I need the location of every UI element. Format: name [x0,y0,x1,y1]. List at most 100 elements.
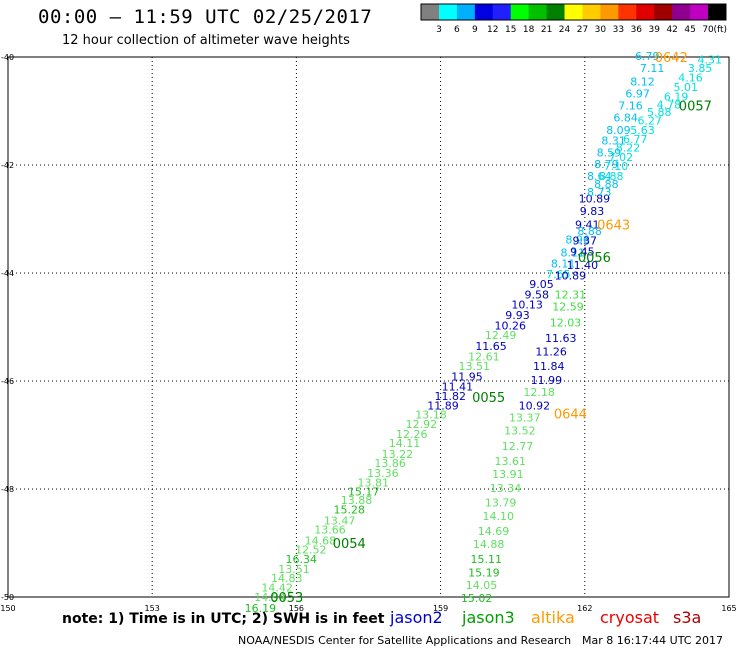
wave-height-point: 15.11 [471,553,503,566]
wave-height-point: 8.88 [594,178,619,191]
wave-height-point: 14.68 [305,534,337,547]
wave-height-point: 10.89 [555,270,587,283]
wave-height-point: 15.17 [348,486,380,499]
wave-height-point: 9.83 [580,205,605,218]
wave-height-point: 4.78 [657,99,682,112]
wave-height-point: 6.77 [623,133,648,146]
wave-height-point: 12.52 [295,543,327,556]
pass-time-label: 0057 [679,100,712,115]
colorbar-swatch [582,4,601,20]
wave-height-point: 11.89 [427,399,459,412]
legend-jason2: jason2 [390,608,443,627]
pass-time-label: 0053 [270,591,303,606]
wave-height-point: 10.13 [511,298,543,311]
y-tick-label: -40 [1,53,14,62]
pass-time-label: 0054 [333,537,366,552]
wave-height-point: 6.97 [625,88,650,101]
wave-height-point: 13.66 [314,524,346,537]
colorbar-tick-label: 6 [454,25,460,35]
credit-line: NOAA/NESDIS Center for Satellite Applica… [238,634,572,647]
wave-height-point: 13.22 [382,448,414,461]
wave-height-point: 12.26 [396,428,428,441]
wave-height-point: 6.79 [635,50,660,63]
wave-height-point: 13.18 [415,408,447,421]
colorbar-swatch [528,4,548,20]
wave-height-point: 8.11 [561,246,586,259]
timestamp: Mar 8 16:17:44 UTC 2017 [582,634,723,647]
wave-height-point: 8.88 [577,225,602,238]
colorbar-swatch [474,4,494,20]
wave-height-point: 15.28 [334,504,366,517]
colorbar-swatch [421,4,440,20]
wave-height-point: 12.77 [502,440,534,453]
wave-height-point: 4.31 [698,54,723,67]
wave-height-point: 13.86 [374,457,406,470]
wave-height-point: 7.10 [604,160,629,173]
colorbar-tick-label: 33 [613,25,624,35]
wave-height-point: 10.89 [579,192,611,205]
x-tick-label: 156 [289,604,304,613]
legend-altika: altika [531,608,575,627]
colorbar-swatch [636,4,655,20]
wave-height-point: 13.79 [485,497,517,510]
pass-time-label: 0055 [472,391,505,406]
wave-height-point: 8.31 [601,135,626,148]
wave-height-point: 6.84 [613,111,638,124]
wave-height-point: 13.91 [492,468,524,481]
wave-height-point: 13.51 [458,360,490,373]
colorbar-tick-label: 39 [649,25,661,35]
colorbar-tick-label: 27 [577,25,588,35]
y-tick-label: -42 [1,161,14,170]
wave-height-point: 8.09 [606,124,631,137]
colorbar-tick-label: 45 [684,25,695,35]
footer-note: note: 1) Time is in UTC; 2) SWH is in fe… [62,611,385,627]
wave-height-point: 12.18 [523,386,555,399]
y-tick-label: -50 [1,593,14,602]
color-scale-bar: 3 6 9 12 15 18 21 24 27 30 33 36 39 42 45 70 (ft) [420,3,727,35]
wave-height-point: 8.59 [597,147,622,160]
wave-height-point: 13.47 [324,514,356,527]
pass-time-label: 0643 [597,218,630,233]
colorbar-unit: (ft) [713,25,727,35]
wave-height-point: 12.61 [468,351,500,364]
wave-height-point: 14.42 [261,581,293,594]
wave-height-point: 16.19 [245,602,277,615]
colorbar-tick-label: 36 [631,25,643,35]
colorbar-tick-label: 3 [436,25,442,35]
wave-height-point: 10.26 [495,319,527,332]
wave-height-point: 12.92 [406,418,438,431]
colorbar-tick-label: 18 [523,25,535,35]
wave-height-point: 7.11 [640,62,665,75]
wave-height-point: 4.16 [678,72,703,85]
wave-height-point: 9.45 [570,245,595,258]
wave-height-point: 11.65 [475,340,507,353]
colorbar-tick-label: 21 [541,25,552,35]
wave-height-point: 9.37 [573,235,598,248]
wave-height-point: 12.59 [552,300,584,313]
wave-height-point: 11.41 [442,380,474,393]
y-tick-label: -46 [1,377,14,386]
wave-height-point: 6.19 [664,90,689,103]
page-title: 00:00 – 11:59 UTC 02/25/2017 [38,6,373,28]
wave-height-point: 10.92 [519,399,551,412]
colorbar-swatch [672,4,691,20]
colorbar-tick-label: 12 [487,25,498,35]
x-tick-label: 162 [577,604,592,613]
colorbar-swatch [600,4,619,20]
y-tick-label: -44 [1,269,14,278]
wave-height-point: 16.34 [285,553,317,566]
wave-height-point: 13.61 [495,455,527,468]
colorbar-swatch [456,4,476,20]
wave-height-point: 11.95 [451,371,483,384]
colorbar-tick-label: 42 [666,25,677,35]
wave-height-point: 14.69 [478,525,510,538]
wave-height-point: 14.94 [254,591,286,604]
wave-height-point: 14.83 [271,572,303,585]
legend-s3a: s3a [673,608,702,627]
colorbar-swatch [510,4,530,20]
wave-height-point: 13.52 [504,425,536,438]
colorbar-swatch [564,4,583,20]
wave-height-point: 8.22 [616,142,641,155]
wave-height-point: 13.81 [358,477,390,490]
